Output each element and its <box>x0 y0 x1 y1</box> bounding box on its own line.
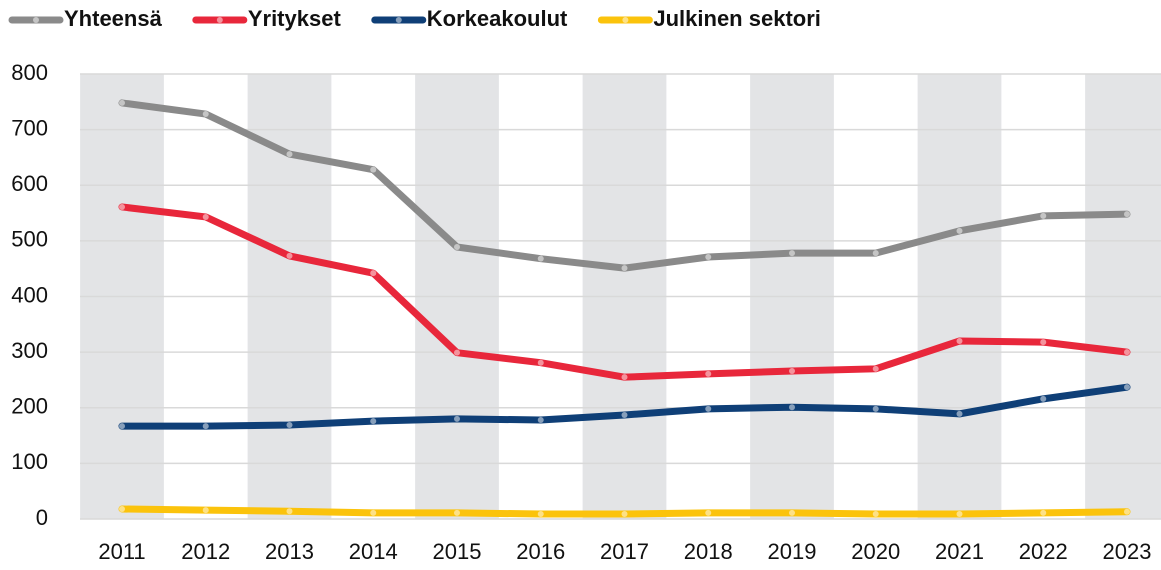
y-tick-label: 300 <box>11 338 48 363</box>
marker <box>119 99 125 106</box>
marker <box>202 423 209 430</box>
marker <box>872 510 879 517</box>
marker <box>956 227 963 234</box>
y-tick-label: 200 <box>11 394 48 419</box>
marker <box>1124 211 1130 218</box>
legend-marker <box>216 17 223 23</box>
marker <box>705 405 712 412</box>
legend-marker <box>622 17 629 23</box>
marker <box>370 418 377 425</box>
x-tick-label: 2013 <box>265 539 314 564</box>
x-tick-label: 2019 <box>768 539 817 564</box>
y-tick-label: 800 <box>11 60 48 85</box>
marker <box>705 509 712 516</box>
marker <box>789 250 795 257</box>
marker <box>789 404 795 411</box>
x-tick-label: 2023 <box>1103 539 1152 564</box>
x-tick-label: 2015 <box>433 539 482 564</box>
x-tick-label: 2014 <box>349 539 398 564</box>
legend-label: Yritykset <box>248 6 342 31</box>
x-tick-label: 2012 <box>181 539 230 564</box>
x-tick-label: 2016 <box>516 539 565 564</box>
marker <box>1040 395 1047 402</box>
marker <box>537 416 544 423</box>
marker <box>1124 508 1130 515</box>
marker <box>621 510 628 517</box>
y-tick-label: 500 <box>11 227 48 252</box>
y-tick-label: 400 <box>11 282 48 307</box>
x-tick-label: 2017 <box>600 539 649 564</box>
marker <box>789 368 795 375</box>
marker <box>202 213 209 220</box>
marker <box>621 411 628 418</box>
marker <box>370 270 377 277</box>
marker <box>286 151 293 158</box>
marker <box>370 509 377 516</box>
marker <box>621 265 628 272</box>
marker <box>454 243 460 250</box>
y-tick-label: 700 <box>11 115 48 140</box>
marker <box>119 423 125 430</box>
marker <box>956 338 963 344</box>
marker <box>705 254 712 261</box>
marker <box>1124 349 1130 356</box>
x-tick-label: 2018 <box>684 539 733 564</box>
marker <box>454 509 460 516</box>
marker <box>956 410 963 417</box>
marker <box>119 505 125 512</box>
marker <box>370 166 377 173</box>
x-tick-label: 2020 <box>851 539 900 564</box>
y-tick-label: 0 <box>36 505 48 530</box>
legend-marker <box>33 17 39 23</box>
marker <box>872 250 879 257</box>
marker <box>537 255 544 262</box>
marker <box>621 374 628 381</box>
marker <box>286 508 293 515</box>
y-tick-label: 600 <box>11 171 48 196</box>
marker <box>1040 509 1047 516</box>
marker <box>286 252 293 259</box>
marker <box>119 203 125 210</box>
y-tick-label: 100 <box>11 449 48 474</box>
marker <box>537 359 544 366</box>
marker <box>1124 384 1130 391</box>
marker <box>956 510 963 517</box>
legend-label: Yhteensä <box>64 6 163 31</box>
x-tick-label: 2022 <box>1019 539 1068 564</box>
marker <box>705 370 712 377</box>
marker <box>872 405 879 412</box>
marker <box>1040 212 1047 219</box>
legend-marker <box>395 17 402 23</box>
marker <box>202 507 209 514</box>
marker <box>202 111 209 118</box>
marker <box>872 365 879 372</box>
x-tick-label: 2021 <box>935 539 984 564</box>
marker <box>454 415 460 422</box>
marker <box>1040 339 1047 346</box>
marker <box>454 349 460 356</box>
x-tick-label: 2011 <box>98 539 145 564</box>
marker <box>537 510 544 517</box>
legend-label: Korkeakoulut <box>427 6 568 31</box>
legend-label: Julkinen sektori <box>653 6 821 31</box>
marker <box>286 421 293 428</box>
marker <box>789 509 795 516</box>
